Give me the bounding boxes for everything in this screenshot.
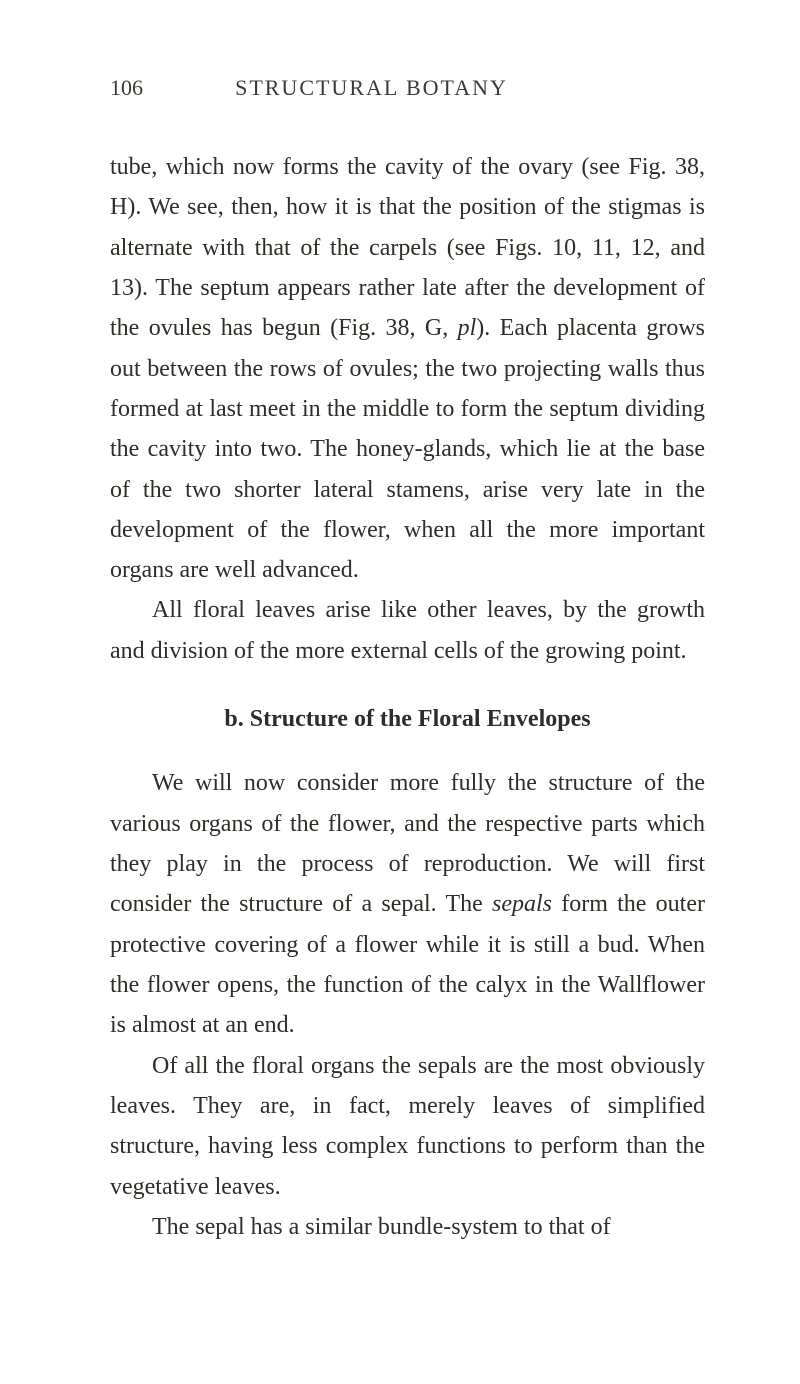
running-header: STRUCTURAL BOTANY bbox=[235, 75, 508, 101]
paragraph-2: All floral leaves arise like other leave… bbox=[110, 590, 705, 671]
paragraph-4: Of all the floral organs the sepals are … bbox=[110, 1046, 705, 1207]
paragraph-5: The sepal has a similar bundle-system to… bbox=[110, 1207, 705, 1247]
paragraph-3: We will now consider more fully the stru… bbox=[110, 763, 705, 1045]
subheading: b. Structure of the Floral Envelopes bbox=[110, 699, 705, 739]
body-text: tube, which now forms the cavity of the … bbox=[110, 147, 705, 1247]
p1-italic: pl bbox=[458, 315, 477, 341]
p1-text-before: tube, which now forms the cavity of the … bbox=[110, 154, 705, 341]
page-header: 106 STRUCTURAL BOTANY bbox=[110, 75, 705, 101]
p1-text-after: ). Each placenta grows out between the r… bbox=[110, 315, 705, 583]
paragraph-1: tube, which now forms the cavity of the … bbox=[110, 147, 705, 590]
page-number: 106 bbox=[110, 75, 143, 101]
p3-italic: sepals bbox=[492, 891, 552, 917]
